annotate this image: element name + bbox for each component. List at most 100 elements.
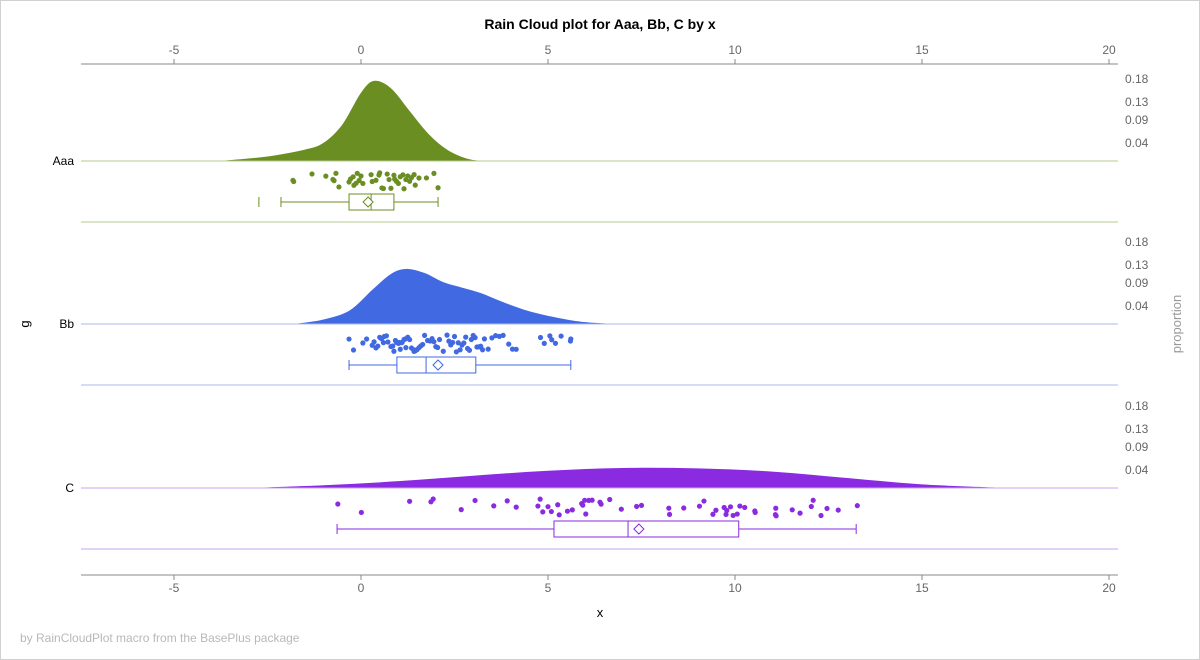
rain-point xyxy=(368,172,374,178)
rain-point xyxy=(435,344,441,351)
rain-point xyxy=(455,340,461,346)
rain-point xyxy=(742,504,748,511)
rain-point xyxy=(385,339,391,345)
rain-point xyxy=(589,497,595,503)
proportion-tick-label: 0.18 xyxy=(1125,399,1149,413)
rain-point xyxy=(509,346,516,352)
rain-point xyxy=(444,332,450,338)
iqr-box xyxy=(396,356,477,374)
rain-point xyxy=(540,509,546,515)
bottom-x-tick-label: -5 xyxy=(169,581,180,595)
y-axis-label: g xyxy=(17,320,32,327)
x-axis-label: x xyxy=(597,605,604,620)
rain-point xyxy=(458,507,464,513)
rain-point xyxy=(391,348,397,354)
rain-point xyxy=(333,170,339,176)
rain-point xyxy=(421,332,428,339)
rain-point xyxy=(535,503,541,509)
rain-point xyxy=(472,335,478,341)
proportion-tick-label: 0.13 xyxy=(1125,95,1149,109)
density-cloud xyxy=(81,268,616,324)
rain-point xyxy=(730,512,736,519)
rain-point xyxy=(666,505,672,511)
rain-point xyxy=(545,504,551,510)
mean-diamond xyxy=(633,523,645,535)
rain-point xyxy=(335,501,341,507)
rain-point xyxy=(713,507,719,513)
rain-point xyxy=(360,340,366,346)
rain-point xyxy=(582,497,588,503)
bottom-x-tick-label: 10 xyxy=(728,581,742,595)
rain-point xyxy=(580,502,586,508)
rain-point xyxy=(504,498,510,504)
rain-point xyxy=(500,332,506,338)
rain-point xyxy=(346,336,352,342)
rain-point xyxy=(818,512,824,519)
rain-point xyxy=(431,170,437,176)
group-c: 0.04 0.09 0.13 0.18 C xyxy=(65,399,1149,550)
rain-point xyxy=(407,336,413,343)
proportion-tick-label: 0.13 xyxy=(1125,422,1149,436)
rain-point xyxy=(436,336,443,343)
group-label: Bb xyxy=(59,317,74,331)
rain-point xyxy=(371,339,377,345)
rain-point xyxy=(547,333,553,339)
rain-point xyxy=(291,178,297,185)
rain-point xyxy=(797,510,803,516)
rain-point xyxy=(360,180,366,187)
proportion-tick-label: 0.04 xyxy=(1125,463,1149,477)
rain-point xyxy=(696,503,703,509)
rain-point xyxy=(666,511,673,518)
rain-point xyxy=(634,503,640,510)
rain-point xyxy=(808,503,814,510)
mean-diamond xyxy=(432,359,444,371)
rain-point xyxy=(384,171,390,177)
rain-point xyxy=(377,170,383,176)
rain-point xyxy=(489,335,495,341)
proportion-axis-label: proportion xyxy=(1169,295,1184,354)
rain-point xyxy=(513,346,519,352)
rain-point xyxy=(354,170,360,176)
rain-point xyxy=(380,185,387,192)
proportion-tick-label: 0.04 xyxy=(1125,299,1149,313)
rain-point xyxy=(461,340,467,346)
rain-point xyxy=(485,346,491,352)
rain-point xyxy=(388,185,394,191)
rain-point xyxy=(541,340,547,346)
rain-point xyxy=(737,503,743,509)
rain-point xyxy=(457,347,463,353)
rain-point xyxy=(789,507,795,513)
bottom-x-tick-label: 5 xyxy=(545,581,552,595)
rain-point xyxy=(400,172,406,178)
rain-point xyxy=(403,345,409,351)
rain-point xyxy=(555,502,561,508)
rain-point xyxy=(506,341,512,347)
rain-point xyxy=(416,175,422,181)
chart-title: Rain Cloud plot for Aaa, Bb, C by x xyxy=(484,16,715,32)
rain-point xyxy=(401,186,407,192)
bottom-x-tick-label: 0 xyxy=(358,581,365,595)
rain-point xyxy=(724,507,730,514)
group-bb: 0.04 0.09 0.13 0.18 Bb xyxy=(59,235,1149,386)
rain-point xyxy=(463,334,469,340)
top-x-tick-label: 15 xyxy=(915,43,929,57)
proportion-tick-label: 0.13 xyxy=(1125,258,1149,272)
rain-point xyxy=(568,336,574,342)
rain-point xyxy=(824,505,830,512)
rain-point xyxy=(391,172,397,178)
rain-point xyxy=(549,337,555,343)
rain-point xyxy=(411,172,417,178)
rain-point xyxy=(431,339,437,345)
rain-point xyxy=(397,346,403,352)
rain-point xyxy=(552,340,559,346)
rain-point xyxy=(420,341,426,348)
rain-point xyxy=(336,184,342,190)
density-cloud xyxy=(81,467,1009,488)
rain-point xyxy=(854,503,860,509)
rain-point xyxy=(331,178,337,184)
rain-point xyxy=(383,333,390,339)
rain-point xyxy=(440,348,446,354)
rain-point xyxy=(835,507,841,513)
group-label: C xyxy=(65,481,74,495)
